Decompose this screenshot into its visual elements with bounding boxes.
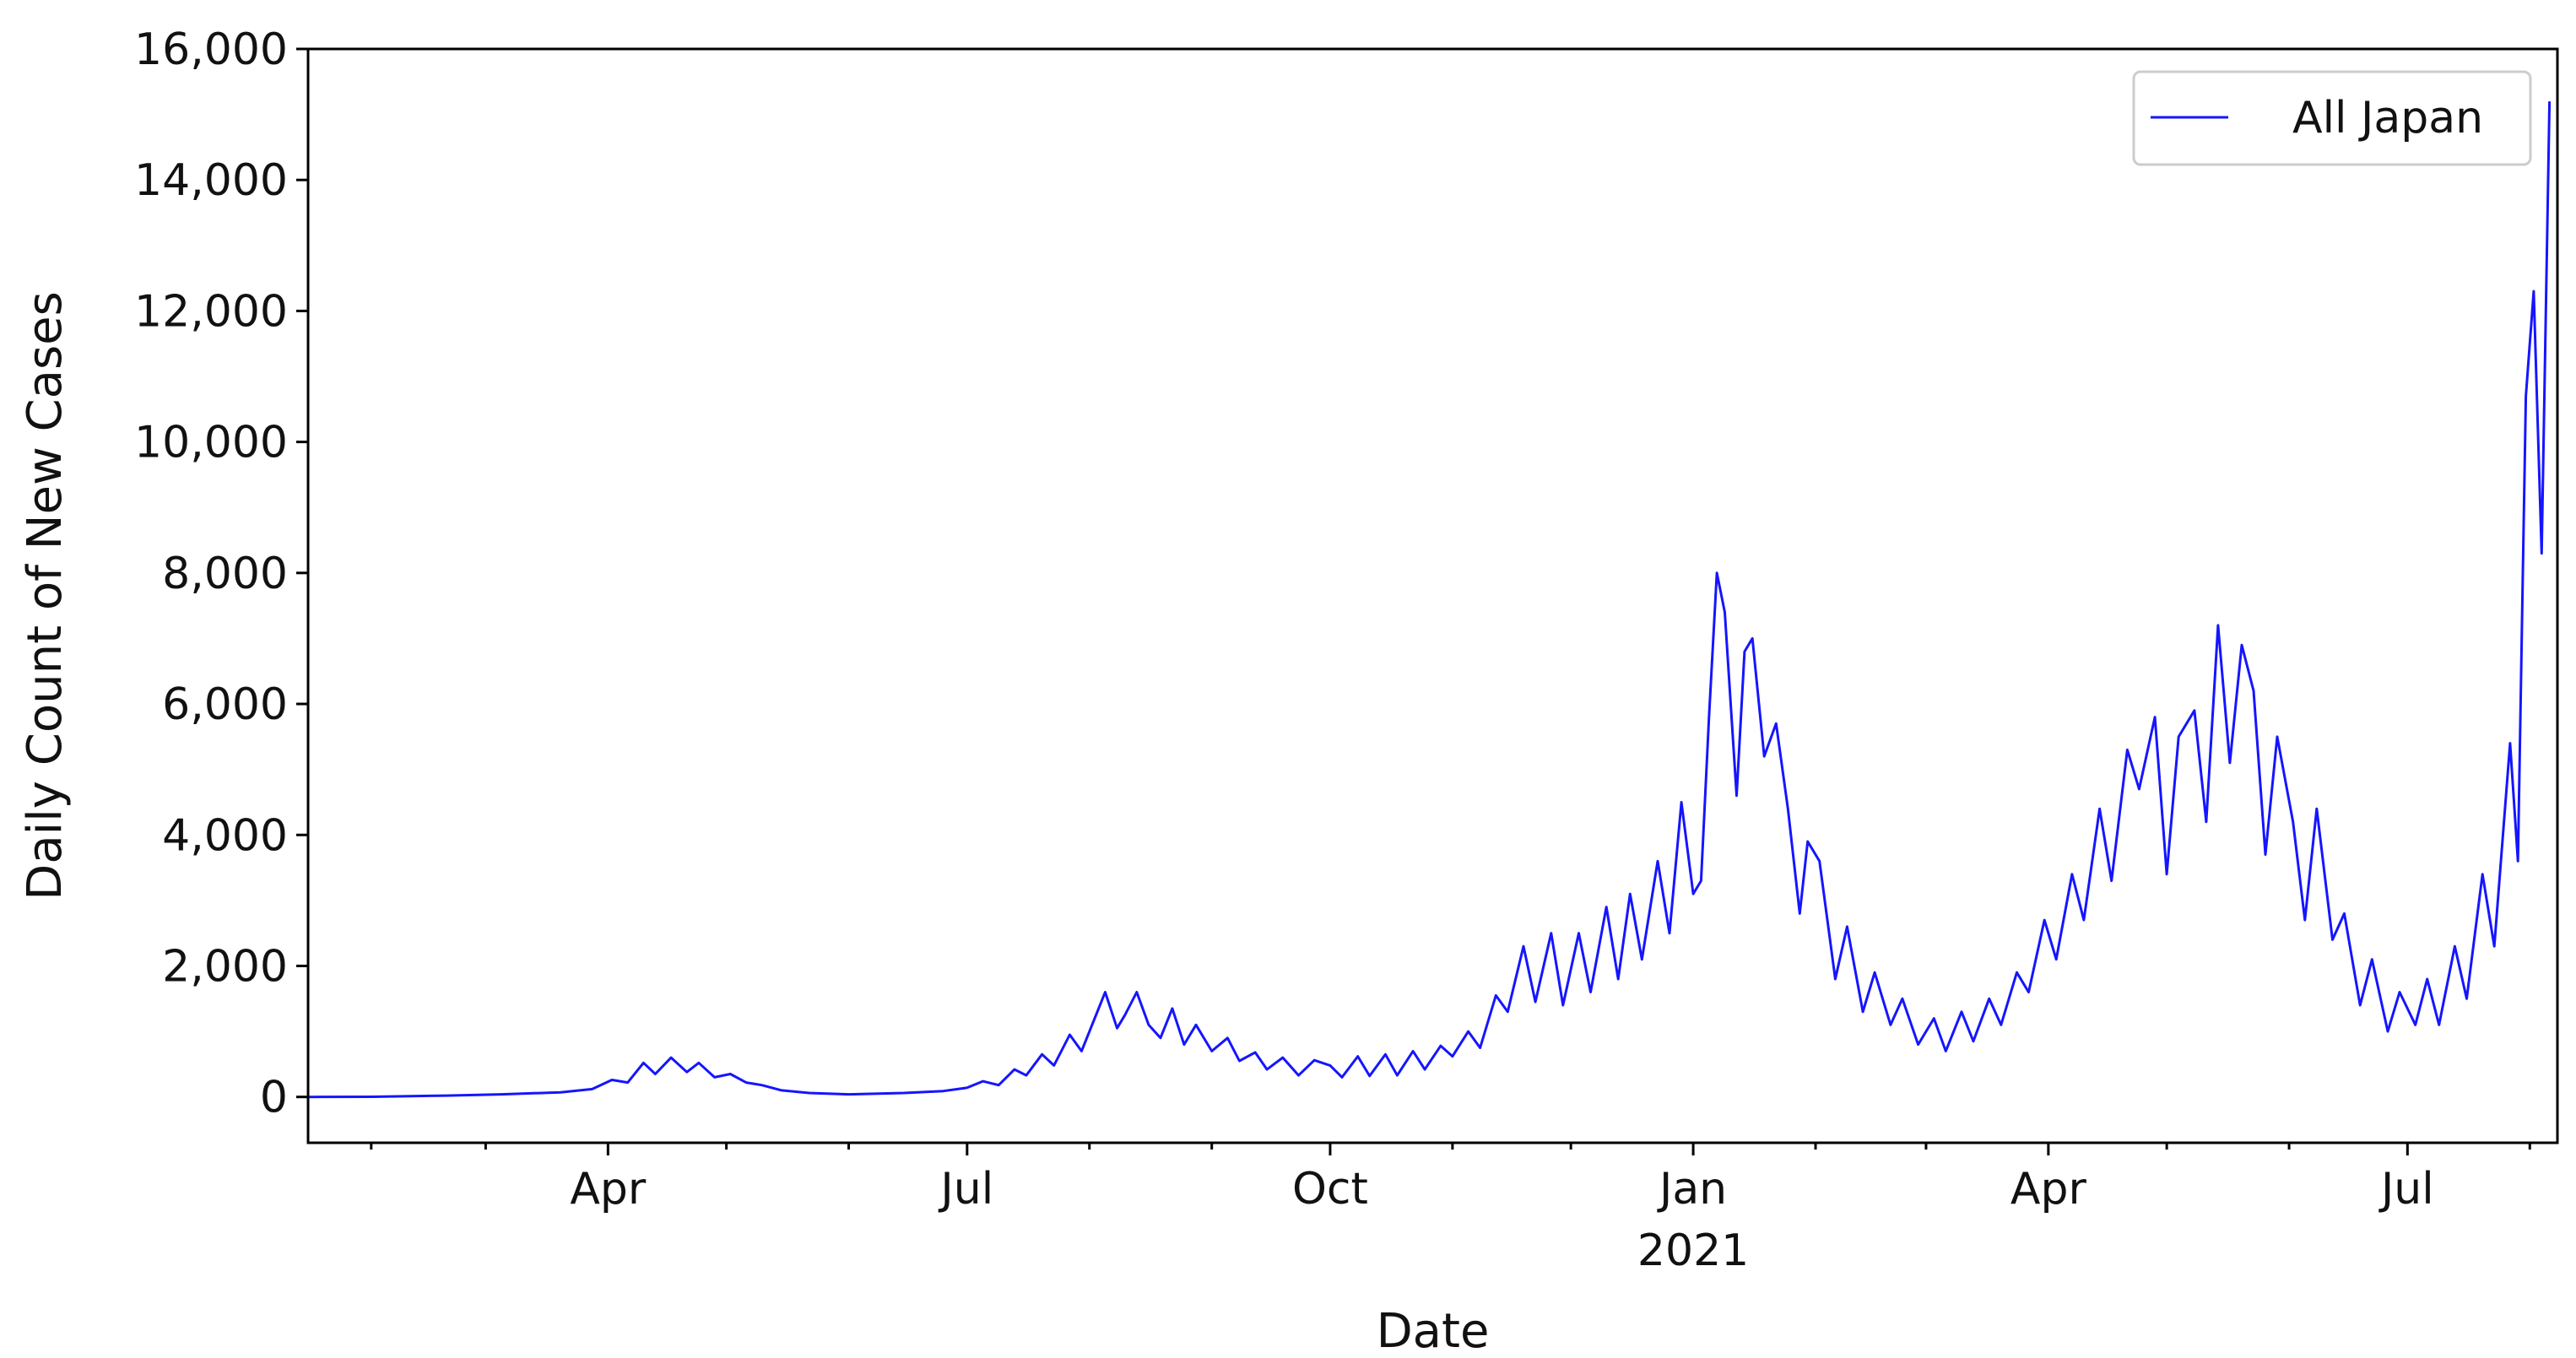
y-tick-label: 12,000 — [134, 286, 288, 337]
y-tick-label: 14,000 — [134, 155, 288, 206]
y-tick-label: 2,000 — [162, 941, 288, 992]
plot-frame — [306, 47, 2559, 1144]
y-tick-label: 8,000 — [162, 549, 288, 599]
y-axis-title: Daily Count of New Cases — [18, 291, 73, 901]
legend: All Japan — [2132, 70, 2532, 166]
y-axis-ticks: 0 2,000 4,000 6,000 8,000 10,000 12,000 14,000 1… — [134, 24, 308, 1123]
x-tick-year-label: 2021 — [1637, 1225, 1749, 1276]
x-tick-label: Oct — [1292, 1164, 1368, 1215]
x-tick-label: Jul — [938, 1164, 993, 1215]
x-tick-label: Jan — [1657, 1164, 1727, 1215]
x-tick-label: Jul — [2378, 1164, 2434, 1215]
x-tick-label: Apr — [2010, 1164, 2087, 1215]
y-tick-label: 6,000 — [162, 679, 288, 730]
legend-box — [2132, 70, 2532, 166]
x-axis-title: Date — [1377, 1304, 1490, 1358]
y-tick-label: 4,000 — [162, 810, 288, 861]
series-layer — [307, 101, 2552, 1099]
series-line-all-japan — [307, 101, 2552, 1099]
y-tick-label: 0 — [260, 1073, 288, 1123]
y-tick-label: 16,000 — [134, 24, 288, 75]
x-axis-ticks: Apr Jul Oct Jan 2021 Apr Jul — [370, 1143, 2531, 1276]
x-tick-label: Apr — [570, 1164, 647, 1215]
y-tick-label: 10,000 — [134, 418, 288, 468]
legend-label-all-japan: All Japan — [2292, 93, 2483, 143]
